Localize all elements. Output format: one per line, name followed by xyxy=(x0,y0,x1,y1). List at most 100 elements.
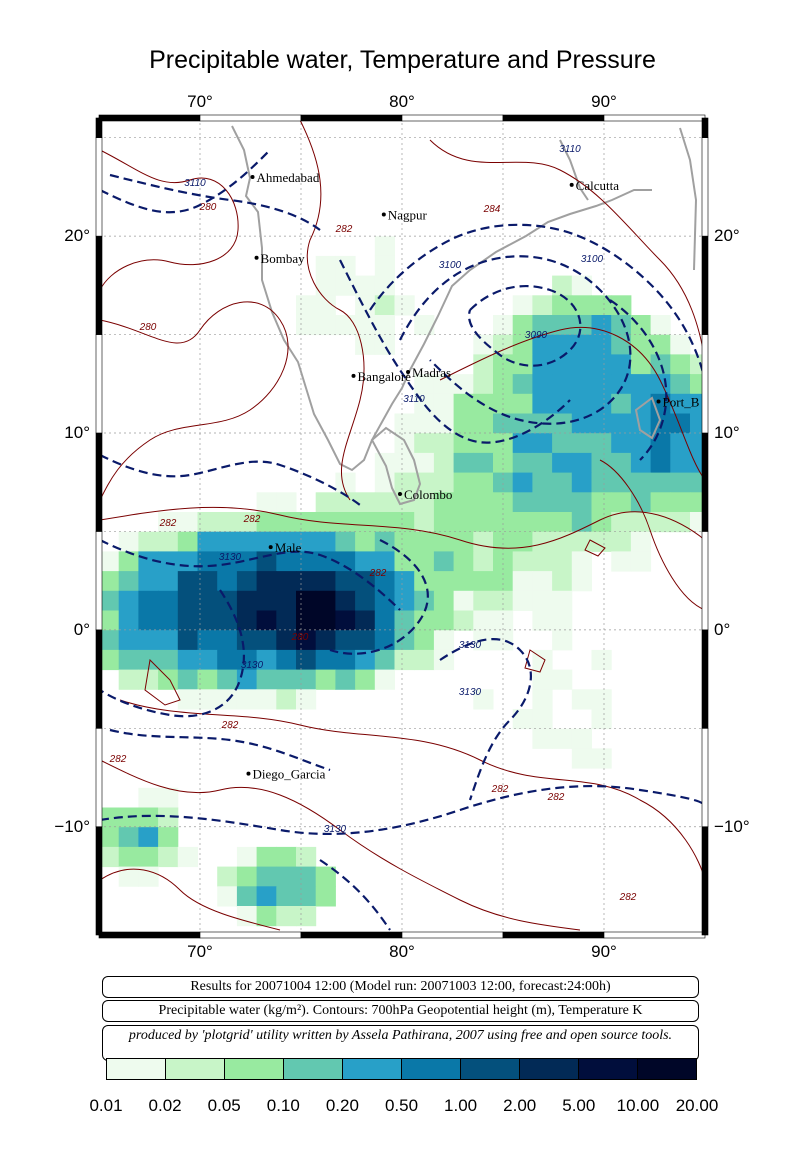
pw-cell xyxy=(138,531,159,552)
temperature-contour xyxy=(99,506,705,549)
pw-cell xyxy=(138,669,159,690)
pw-cell xyxy=(611,531,632,552)
pw-cell xyxy=(138,787,159,808)
city-marker xyxy=(397,492,402,497)
pw-cell xyxy=(394,571,415,592)
pw-cell xyxy=(99,590,120,611)
pw-cell xyxy=(611,492,632,513)
pw-cell xyxy=(512,374,533,395)
pw-cell xyxy=(158,787,179,808)
pw-cell xyxy=(512,295,533,316)
pw-cell xyxy=(355,275,376,296)
pw-cell xyxy=(315,295,336,316)
pw-cell xyxy=(453,531,474,552)
pw-cell xyxy=(99,610,120,631)
pw-cell xyxy=(611,433,632,454)
pw-cell xyxy=(433,551,455,572)
pw-cell xyxy=(315,590,336,611)
color-legend-label: 0.10 xyxy=(266,1096,300,1115)
pw-cell xyxy=(571,492,592,513)
pw-cell xyxy=(552,571,573,592)
frame-band xyxy=(98,931,201,939)
pw-cell xyxy=(414,630,435,651)
pw-cell xyxy=(118,827,139,848)
pw-cell xyxy=(552,669,573,690)
city-marker xyxy=(569,182,574,187)
pw-cell xyxy=(374,551,395,572)
temperature-label: 280 xyxy=(199,202,217,213)
pw-cell xyxy=(552,590,573,611)
pw-cell xyxy=(433,610,455,631)
pw-cell xyxy=(236,531,258,552)
pw-cell xyxy=(670,452,691,474)
pw-cell xyxy=(276,512,297,533)
pw-cell xyxy=(315,630,336,651)
lon-tick-label: 90° xyxy=(591,942,617,961)
pw-cell xyxy=(433,571,455,592)
city-marker xyxy=(250,175,255,180)
pw-cell xyxy=(414,492,435,513)
pw-cell xyxy=(453,512,474,533)
pw-cell xyxy=(355,315,376,336)
pw-cell xyxy=(374,236,395,257)
pw-cell xyxy=(571,334,592,355)
pw-cell xyxy=(690,492,705,513)
pw-cell xyxy=(453,472,474,493)
temperature-contour xyxy=(144,658,181,706)
lon-tick-label: 80° xyxy=(389,92,415,111)
pw-cell xyxy=(532,669,553,690)
pw-cell xyxy=(256,590,277,611)
pw-cell xyxy=(493,630,514,651)
pw-cell xyxy=(591,649,612,671)
pw-cell xyxy=(650,472,671,493)
pw-cell xyxy=(138,571,159,592)
pw-cell xyxy=(217,531,238,552)
map-title: Precipitable water, Temperature and Pres… xyxy=(149,46,656,74)
pw-cell xyxy=(315,649,336,671)
pw-cell xyxy=(532,728,553,749)
pw-cell xyxy=(670,512,691,533)
pw-cell xyxy=(355,649,376,671)
pw-cell xyxy=(374,669,395,690)
pw-cell xyxy=(394,590,415,611)
pw-cell xyxy=(296,610,317,631)
pw-cell xyxy=(512,393,533,414)
pw-cell xyxy=(296,846,317,868)
pw-cell xyxy=(532,472,553,493)
lat-tick-label: 20° xyxy=(714,226,740,246)
pw-cell xyxy=(591,472,612,493)
pw-cell xyxy=(374,512,395,533)
pw-cell xyxy=(453,452,474,474)
pw-cell xyxy=(296,689,317,710)
pw-cell xyxy=(453,374,474,395)
pw-cell xyxy=(532,374,553,395)
pw-cell xyxy=(177,669,198,690)
pw-cell xyxy=(650,354,671,375)
pw-cell xyxy=(630,531,652,552)
pw-cell xyxy=(611,393,632,414)
city-label: Diego_Garcia xyxy=(252,767,325,782)
pw-cell xyxy=(453,433,474,454)
pw-cell xyxy=(197,551,218,572)
pw-cell xyxy=(571,748,592,769)
city-label: Ahmedabad xyxy=(257,170,320,185)
color-legend-swatch xyxy=(225,1059,284,1079)
pw-cell xyxy=(335,492,356,513)
pw-cell xyxy=(552,433,573,454)
pw-cell xyxy=(630,315,652,336)
pw-cell xyxy=(690,433,705,454)
pw-cell xyxy=(236,886,258,907)
pw-cell xyxy=(315,275,336,296)
pw-cell xyxy=(650,492,671,513)
pw-cell xyxy=(158,630,179,651)
pw-cell xyxy=(177,630,198,651)
pw-cell xyxy=(256,649,277,671)
pw-cell xyxy=(571,472,592,493)
geopotential-label: 3110 xyxy=(184,178,206,189)
temperature-contour xyxy=(429,139,705,361)
pw-cell xyxy=(414,433,435,454)
pw-cell xyxy=(532,433,553,454)
pw-cell xyxy=(532,610,553,631)
pw-cell xyxy=(552,610,573,631)
pw-cell xyxy=(611,551,632,572)
